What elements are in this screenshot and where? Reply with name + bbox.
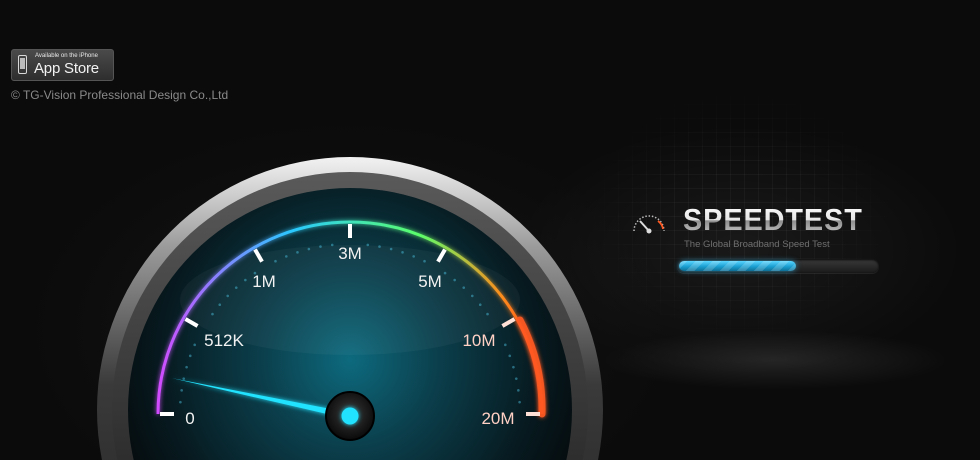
scale-dot (244, 279, 247, 282)
scale-dot (471, 295, 474, 298)
needle-hub (342, 408, 359, 425)
scale-dot (331, 244, 334, 247)
scale-dot (319, 245, 322, 248)
scale-dot (218, 303, 221, 306)
scale-dot (508, 355, 511, 358)
scale-label-512k: 512K (204, 331, 244, 350)
scale-dot (444, 272, 447, 275)
scale-label-5m: 5M (418, 272, 442, 291)
scale-dot (504, 344, 507, 347)
scale-label-1m: 1M (252, 272, 276, 291)
scale-dot (378, 245, 381, 248)
scale-dot (512, 366, 515, 369)
scale-dot (486, 313, 489, 316)
scale-dot (285, 255, 288, 258)
test-progress-fill (679, 261, 796, 271)
scale-dot (401, 251, 404, 254)
scale-dot (226, 295, 229, 298)
scale-label-0: 0 (185, 409, 194, 428)
scale-label-20m: 20M (481, 409, 514, 428)
scale-dot (453, 279, 456, 282)
scale-label-10m: 10M (462, 331, 495, 350)
scale-label-3m: 3M (338, 244, 362, 263)
scale-dot (515, 377, 518, 380)
scale-dot (479, 303, 482, 306)
scale-dot (390, 248, 393, 251)
app-subtitle: The Global Broadband Speed Test (684, 239, 830, 250)
scale-dot (185, 366, 188, 369)
scale-dot (182, 377, 185, 380)
scale-dot (189, 355, 192, 358)
scale-dot (423, 260, 426, 263)
scale-dot (180, 389, 183, 392)
speedometer-icon (630, 207, 668, 237)
scale-dot (462, 286, 465, 289)
scale-dot (211, 313, 214, 316)
scale-dot (274, 260, 277, 263)
scale-dot (296, 251, 299, 254)
test-progress-bar (677, 259, 879, 273)
scale-dot (412, 255, 415, 258)
scale-dot (193, 344, 196, 347)
scale-dot (518, 401, 521, 404)
scale-dot (517, 389, 520, 392)
scale-dot (235, 286, 238, 289)
scale-dot (179, 401, 182, 404)
app-title: SPEEDTEST (683, 203, 863, 237)
scale-dot (366, 244, 369, 247)
scale-dot (308, 248, 311, 251)
